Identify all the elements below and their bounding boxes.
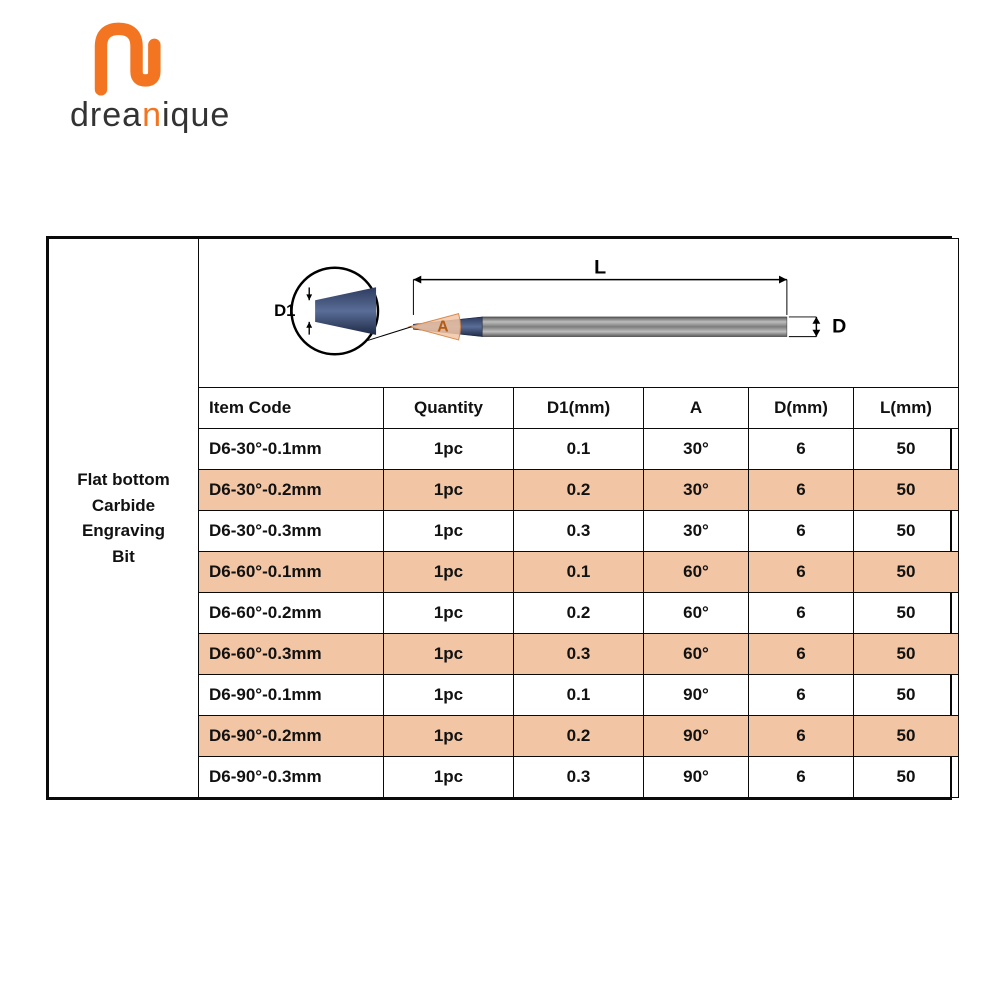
table-cell: D6-90°-0.2mm [199,716,384,757]
table-cell: 0.1 [514,552,644,593]
table-cell: 90° [644,716,749,757]
table-cell: 1pc [384,593,514,634]
table-cell: 50 [854,552,959,593]
logo-text: dreanique [70,96,230,135]
table-cell: 6 [749,429,854,470]
col-header: A [644,388,749,429]
table-cell: 6 [749,757,854,798]
table-cell: 0.3 [514,757,644,798]
spec-table: Flat bottomCarbideEngravingBit A L D [48,238,959,798]
table-cell: 0.3 [514,634,644,675]
table-cell: 6 [749,511,854,552]
brand-logo: dreanique [70,20,230,135]
table-cell: D6-60°-0.2mm [199,593,384,634]
col-header: L(mm) [854,388,959,429]
col-header: Quantity [384,388,514,429]
table-cell: 60° [644,552,749,593]
table-cell: 6 [749,634,854,675]
table-cell: 50 [854,511,959,552]
table-cell: 50 [854,634,959,675]
logo-mark-icon [88,20,178,100]
table-cell: 1pc [384,675,514,716]
table-cell: 6 [749,470,854,511]
page: dreanique Flat bottomCarbideEngravingBit… [0,0,1000,1000]
svg-text:D1: D1 [274,301,295,320]
table-cell: 50 [854,757,959,798]
table-cell: 60° [644,634,749,675]
table-cell: 1pc [384,552,514,593]
spec-table-container: Flat bottomCarbideEngravingBit A L D [46,236,952,800]
table-cell: 1pc [384,470,514,511]
table-cell: 1pc [384,716,514,757]
diagram-cell: A L D D1 [199,239,959,388]
table-cell: 50 [854,429,959,470]
table-cell: D6-30°-0.1mm [199,429,384,470]
table-cell: 50 [854,716,959,757]
table-cell: 1pc [384,429,514,470]
logo-text-suffix: ique [162,96,230,134]
table-cell: 0.2 [514,716,644,757]
table-cell: 90° [644,757,749,798]
table-cell: 6 [749,593,854,634]
engraving-bit-diagram: A L D D1 [207,249,950,377]
logo-text-prefix: drea [70,96,142,134]
table-cell: 0.1 [514,429,644,470]
table-cell: D6-90°-0.1mm [199,675,384,716]
table-cell: D6-60°-0.3mm [199,634,384,675]
logo-text-accent: n [142,96,162,134]
table-cell: 50 [854,675,959,716]
svg-text:A: A [437,319,448,336]
table-cell: 60° [644,593,749,634]
svg-text:L: L [594,257,606,279]
table-cell: D6-90°-0.3mm [199,757,384,798]
table-cell: 6 [749,675,854,716]
table-cell: D6-30°-0.2mm [199,470,384,511]
table-cell: 30° [644,511,749,552]
table-cell: 6 [749,716,854,757]
svg-text:D: D [832,316,846,338]
table-cell: D6-60°-0.1mm [199,552,384,593]
table-cell: 0.2 [514,593,644,634]
col-header: Item Code [199,388,384,429]
table-cell: 0.1 [514,675,644,716]
col-header: D1(mm) [514,388,644,429]
table-cell: 30° [644,429,749,470]
table-cell: 30° [644,470,749,511]
diagram-svg: A L D D1 [207,249,950,377]
category-label: Flat bottomCarbideEngravingBit [49,239,199,798]
table-cell: 0.2 [514,470,644,511]
table-cell: 1pc [384,757,514,798]
table-cell: 6 [749,552,854,593]
table-cell: 50 [854,593,959,634]
table-cell: 1pc [384,634,514,675]
table-cell: 50 [854,470,959,511]
col-header: D(mm) [749,388,854,429]
table-cell: D6-30°-0.3mm [199,511,384,552]
table-cell: 1pc [384,511,514,552]
table-cell: 0.3 [514,511,644,552]
table-cell: 90° [644,675,749,716]
